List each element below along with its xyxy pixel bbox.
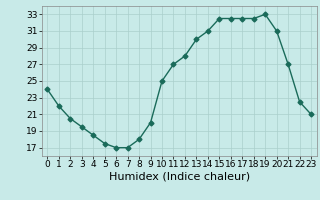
X-axis label: Humidex (Indice chaleur): Humidex (Indice chaleur) xyxy=(108,172,250,182)
